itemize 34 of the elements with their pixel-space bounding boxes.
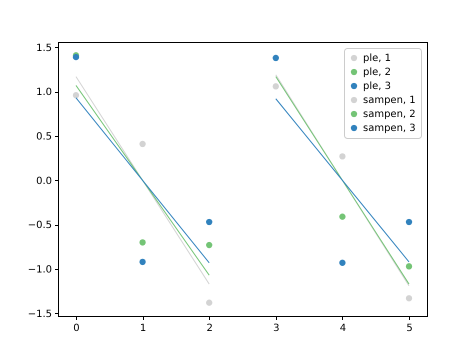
x-tick-label: 2 (206, 323, 213, 334)
point (406, 263, 412, 270)
x-tick-label: 3 (273, 323, 280, 334)
y-tick-label: 0.0 (36, 176, 52, 187)
y-tick-label: −1.0 (28, 264, 52, 276)
point (339, 214, 346, 220)
point (72, 92, 80, 98)
y-tick-label: 1.0 (36, 87, 52, 98)
x-tick-label: 5 (406, 323, 413, 334)
y-tick-label: −1.5 (28, 308, 52, 320)
point (206, 218, 212, 226)
point (406, 295, 412, 302)
x-tick-label: 1 (140, 323, 146, 334)
point (139, 140, 146, 148)
point (206, 242, 212, 248)
x-tick-label: 0 (73, 323, 80, 334)
legend-label: sampen, 3 (363, 123, 416, 134)
point (139, 239, 146, 246)
point (206, 300, 212, 306)
y-tick-label: 0.5 (36, 131, 52, 142)
y-tick-label: −0.5 (28, 220, 52, 232)
legend-label: sampen, 1 (363, 95, 416, 106)
x-tick-label: 4 (340, 323, 346, 334)
legend-label: ple, 2 (363, 67, 391, 78)
point (406, 218, 412, 226)
point (139, 258, 146, 266)
point (339, 260, 346, 266)
y-tick-label: 1.5 (36, 42, 52, 54)
legend-label: ple, 3 (363, 81, 391, 92)
point (272, 54, 279, 62)
legend-label: ple, 1 (363, 53, 391, 64)
legend-label: sampen, 2 (363, 109, 416, 120)
point (272, 83, 279, 90)
point (339, 153, 346, 160)
